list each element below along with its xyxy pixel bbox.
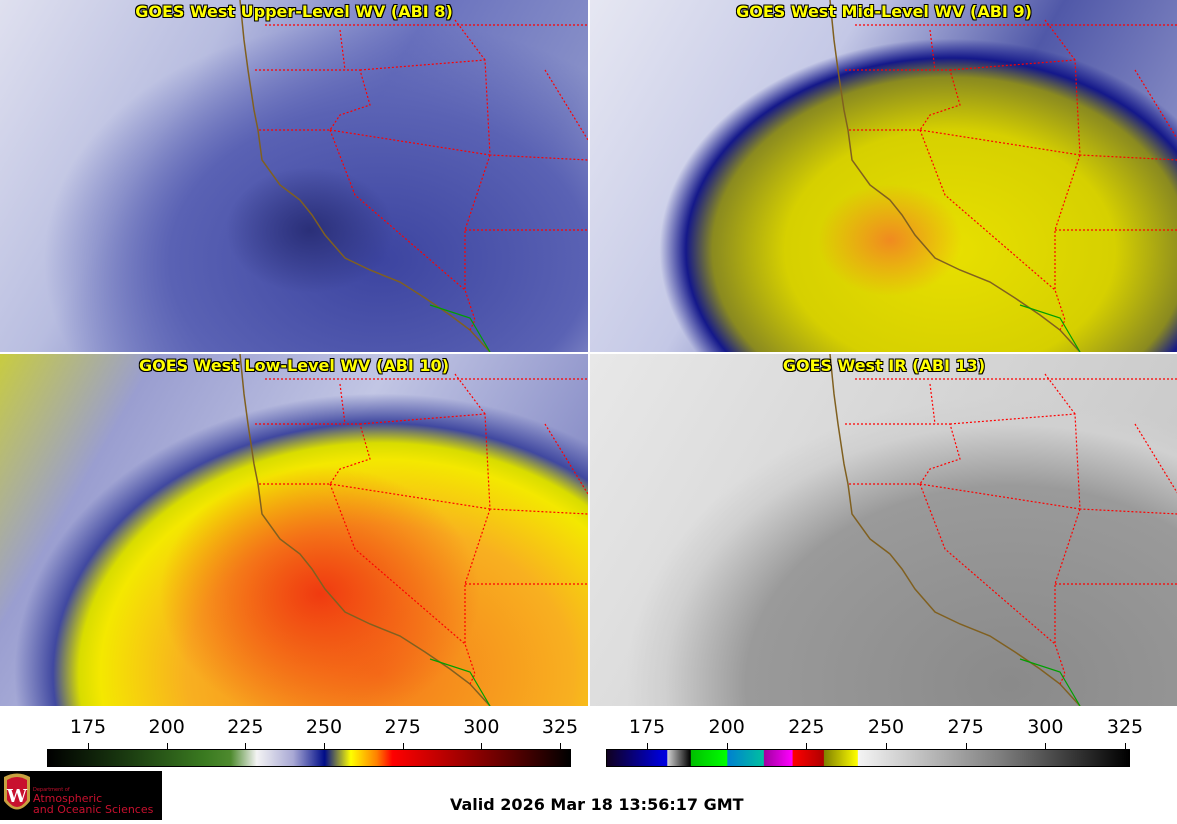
- logo-line3: and Oceanic Sciences: [33, 803, 154, 816]
- colorbar-tick-label: 300: [463, 716, 500, 738]
- panel-title: GOES West Mid-Level WV (ABI 9): [736, 2, 1032, 21]
- colorbar-tick: [402, 743, 404, 749]
- map-borders: [239, 0, 588, 352]
- colorbar-tick-label: 200: [148, 716, 185, 738]
- colorbar-tick-label: 325: [1106, 716, 1144, 738]
- colorbar-tick-label: 300: [1027, 716, 1064, 738]
- colorbar-tick-label: 325: [541, 716, 579, 738]
- colorbar-tick: [1125, 743, 1126, 749]
- colorbar-tick: [965, 743, 967, 749]
- panel-title: GOES West Low-Level WV (ABI 10): [138, 356, 449, 375]
- uw-crest-icon: W: [4, 773, 30, 810]
- colorbar-tick-label: 250: [305, 716, 343, 738]
- map-borders: [829, 0, 1177, 352]
- colorbar-tick-label: 275: [384, 716, 421, 738]
- colorbar-tick: [647, 743, 648, 749]
- colorbar-tick-label: 175: [69, 716, 107, 738]
- colorbar-tick-label: 175: [628, 716, 666, 738]
- panel-mid-level-wv: GOES West Mid-Level WV (ABI 9): [590, 0, 1177, 352]
- colorbar-tick-label: 200: [708, 716, 745, 738]
- panel-low-level-wv: GOES West Low-Level WV (ABI 10): [0, 354, 588, 706]
- logo-line2: Atmospheric: [33, 792, 103, 805]
- colorbar-tick-label: 225: [227, 716, 264, 738]
- colorbar-tick: [560, 743, 561, 749]
- colorbar-tick: [886, 743, 887, 749]
- map-borders: [829, 354, 1177, 706]
- colorbar-tick: [166, 743, 168, 749]
- svg-text:W: W: [6, 786, 28, 807]
- panel-upper-level-wv: GOES West Upper-Level WV (ABI 8): [0, 0, 588, 352]
- map-borders: [239, 354, 588, 706]
- aos-logo: W Department of Atmospheric and Oceanic …: [0, 771, 162, 820]
- ir-colorbar: [606, 749, 1130, 767]
- colorbar-tick: [324, 743, 325, 749]
- panel-title: GOES West Upper-Level WV (ABI 8): [135, 2, 453, 21]
- colorbar-tick: [806, 743, 808, 749]
- colorbar-tick: [726, 743, 728, 749]
- colorbar-tick: [1045, 743, 1047, 749]
- colorbar-tick-label: 275: [947, 716, 984, 738]
- valid-time: Valid 2026 Mar 18 13:56:17 GMT: [450, 795, 744, 814]
- colorbar-tick: [245, 743, 247, 749]
- colorbar-tick: [481, 743, 483, 749]
- colorbar-tick-label: 250: [867, 716, 905, 738]
- logo-line1: Department of: [33, 787, 70, 793]
- wv-colorbar: [47, 749, 571, 767]
- panel-ir: GOES West IR (ABI 13): [590, 354, 1177, 706]
- colorbar-tick: [88, 743, 89, 749]
- panel-title: GOES West IR (ABI 13): [782, 356, 986, 375]
- colorbar-tick-label: 225: [788, 716, 825, 738]
